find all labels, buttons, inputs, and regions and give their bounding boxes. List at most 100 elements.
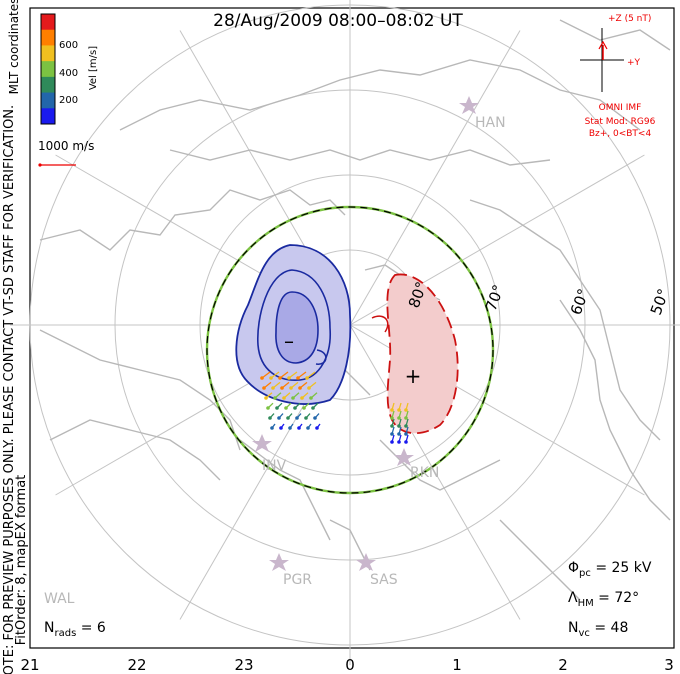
coords-label: MLT coordinates [7, 0, 21, 94]
mlt-tick: 1 [452, 656, 462, 674]
vector-origin [278, 376, 282, 380]
colorbar-segment [41, 108, 55, 125]
station-han: HAN [459, 96, 506, 131]
station-sas: SAS [356, 553, 398, 588]
vector-origin [293, 406, 297, 410]
colorbar-tick-200: 200 [59, 95, 78, 106]
colorbar-segment [41, 14, 55, 31]
param-lambda-hm: ΛHM = 72° [568, 590, 639, 609]
vector-origin [313, 416, 317, 420]
vector-origin [302, 406, 306, 410]
vector-origin [279, 426, 283, 430]
vector-origin [264, 396, 268, 400]
mlt-tick: 23 [234, 656, 253, 674]
vector-origin [397, 416, 401, 420]
colorbar-segment [41, 61, 55, 78]
vector-origin [404, 424, 408, 428]
lat-label-70: 70° [482, 282, 508, 313]
vector-origin [390, 432, 394, 436]
colorbar-tick-600: 600 [59, 40, 78, 51]
mlt-tick: 2 [558, 656, 568, 674]
imf-model-line2: Bz+, 0<BT<4 [589, 129, 652, 139]
colorbar-segment [41, 29, 55, 46]
colorbar-label: Vel [m/s] [88, 46, 99, 90]
colorbar-segment [41, 45, 55, 62]
vector-origin [397, 432, 401, 436]
param-nrads: Nrads = 6 [44, 620, 106, 639]
velocity-colorbar: 600 400 200 Vel [m/s] [40, 13, 99, 125]
speed-ref-label: 1000 m/s [38, 139, 94, 153]
hm-boundary [206, 206, 494, 494]
vector-origin [277, 416, 281, 420]
param-phi-pc: Φpc = 25 kV [568, 560, 652, 579]
small-positive-contour [371, 315, 389, 333]
vector-origin [309, 396, 313, 400]
vector-origin [295, 416, 299, 420]
station-label-rkn: RKN [410, 465, 439, 481]
fit-order-note: FitOrder: 8, mapEX format [14, 475, 29, 646]
map-title: 28/Aug/2009 08:00–08:02 UT [213, 11, 463, 31]
colorbar-segment [41, 76, 55, 94]
vector-origin [297, 426, 301, 430]
vector-origin [306, 426, 310, 430]
vector-origin [315, 426, 319, 430]
vector-origin [262, 386, 266, 390]
mlt-tick: 22 [127, 656, 146, 674]
imf-z-label: +Z (5 nT) [608, 14, 651, 24]
map-parameters: Φpc = 25 kV ΛHM = 72° Nvc = 48 Nrads = 6 [44, 560, 652, 639]
vector-origin [284, 406, 288, 410]
imf-y-label: +Y [627, 58, 641, 68]
vector-origin [260, 376, 264, 380]
small-negative-contour [315, 349, 327, 365]
vector-origin [404, 432, 408, 436]
positive-potential-cell: + [371, 273, 459, 434]
vector-origin [288, 426, 292, 430]
station-pgr: PGR [269, 553, 312, 588]
vector-origin [282, 396, 286, 400]
vector-origin [268, 416, 272, 420]
vector-origin [270, 426, 274, 430]
vector-origin [271, 386, 275, 390]
lat-label-50: 50° [647, 286, 673, 317]
vector-origin [397, 440, 401, 444]
vector-origin [390, 408, 394, 412]
vector-origin [397, 408, 401, 412]
vector-origin [298, 386, 302, 390]
colorbar-segment [41, 92, 55, 109]
station-rkn: RKN [394, 448, 439, 481]
preview-note: NOTE: FOR PREVIEW PURPOSES ONLY. PLEASE … [2, 105, 17, 674]
vector-origin [291, 396, 295, 400]
vector-origin [266, 406, 270, 410]
vector-origin [404, 416, 408, 420]
vector-origin [296, 376, 300, 380]
station-label-wal: WAL [44, 591, 75, 607]
vector-origin [404, 408, 408, 412]
negative-cell-symbol: – [284, 329, 294, 353]
vector-origin [304, 416, 308, 420]
mlt-tick: 3 [664, 656, 674, 674]
vector-origin [305, 376, 309, 380]
vector-origin [307, 386, 311, 390]
imf-model-line1: Stat Mod: RG96 [585, 117, 656, 127]
mlt-axis: 21 22 23 0 1 2 3 [20, 656, 673, 674]
vector-origin [289, 386, 293, 390]
station-inv: INV [252, 434, 287, 474]
vector-origin [286, 416, 290, 420]
positive-cell-symbol: + [405, 364, 422, 388]
station-label-sas: SAS [370, 572, 398, 588]
station-label-han: HAN [475, 115, 506, 131]
vector-origin [404, 440, 408, 444]
vector-origin [273, 396, 277, 400]
vector-origin [390, 424, 394, 428]
lat-label-60: 60° [567, 286, 593, 317]
latitude-labels: 80° 70° 60° 50° [405, 279, 673, 317]
imf-indicator: +Z (5 nT) +Y OMNI IMF Stat Mod: RG96 Bz+… [580, 14, 656, 139]
vector-origin [397, 424, 401, 428]
mlt-tick: 21 [20, 656, 39, 674]
vector-origin [275, 406, 279, 410]
velocity-vectors [260, 371, 409, 444]
vector-origin [269, 376, 273, 380]
vector-origin [287, 376, 291, 380]
vector-origin [280, 386, 284, 390]
